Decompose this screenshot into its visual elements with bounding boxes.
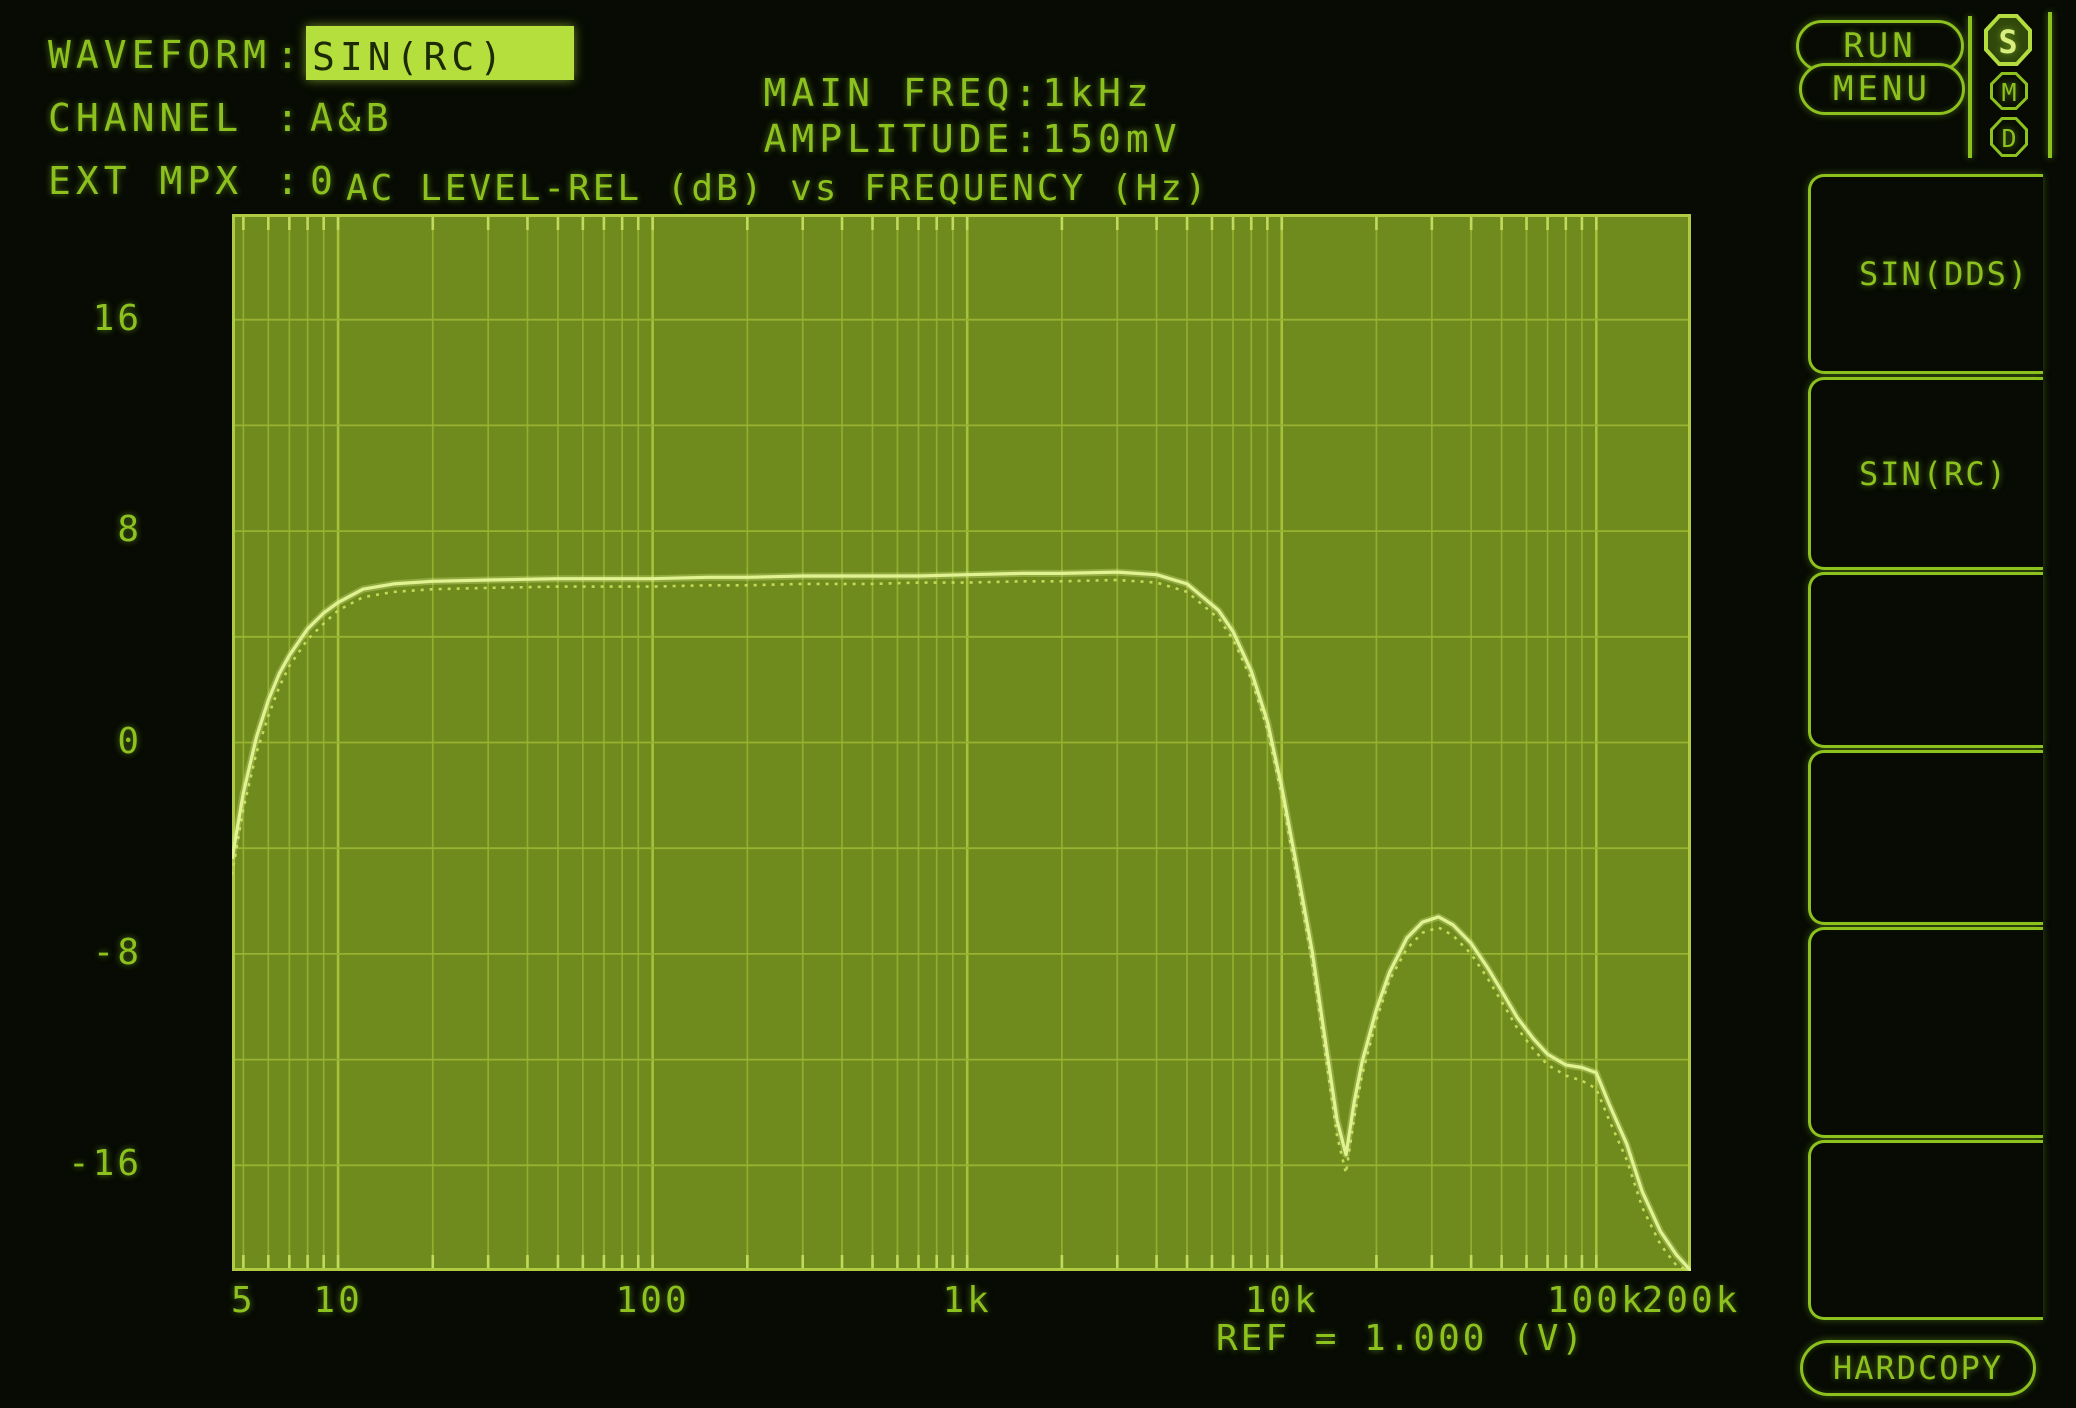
x-tick-label: 10 bbox=[313, 1280, 363, 1321]
header-separator-line bbox=[1968, 16, 1972, 158]
run-button-label: RUN bbox=[1843, 26, 1917, 66]
chart-title: AC LEVEL-REL (dB) vs FREQUENCY (Hz) bbox=[346, 168, 1210, 209]
menu-button-label: MENU bbox=[1833, 69, 1931, 109]
channel-label: CHANNEL bbox=[48, 96, 244, 140]
softkey-label: SIN(RC) bbox=[1859, 454, 2008, 493]
ext-mpx-value[interactable]: 0 bbox=[310, 159, 338, 203]
amplitude-label: AMPLITUDE: bbox=[763, 117, 1043, 161]
indicator-m: M bbox=[2001, 78, 2017, 107]
waveform-value-field[interactable]: SIN(RC) bbox=[306, 26, 574, 80]
menu-button[interactable]: MENU bbox=[1799, 63, 1965, 115]
x-tick-label: 1k bbox=[942, 1280, 992, 1321]
softkey-sin-rc[interactable]: SIN(RC) bbox=[1808, 377, 2043, 570]
softkey-blank-4[interactable] bbox=[1808, 1140, 2043, 1320]
y-tick-label: 8 bbox=[117, 509, 142, 551]
x-tick-label: 5 bbox=[231, 1280, 256, 1321]
y-tick-label: 16 bbox=[92, 297, 142, 339]
indicator-d-badge: D bbox=[1990, 117, 2028, 157]
y-tick-label: -8 bbox=[92, 931, 142, 973]
hardcopy-button[interactable]: HARDCOPY bbox=[1800, 1340, 2036, 1396]
y-tick-label: -16 bbox=[67, 1143, 142, 1185]
ext-mpx-label: EXT MPX bbox=[48, 159, 244, 203]
softkey-blank-1[interactable] bbox=[1808, 572, 2043, 748]
channel-value[interactable]: A&B bbox=[310, 96, 394, 140]
main-freq-value[interactable]: 1kHz bbox=[1042, 71, 1154, 115]
x-tick-label: 100k bbox=[1546, 1280, 1646, 1321]
softkey-sin-dds[interactable]: SIN(DDS) bbox=[1808, 174, 2043, 374]
indicator-s: S bbox=[1998, 23, 2018, 61]
trace-channel-a bbox=[230, 570, 1693, 1273]
amplitude-value[interactable]: 150mV bbox=[1042, 117, 1182, 161]
waveform-separator: : bbox=[276, 33, 304, 77]
x-tick-label: 10k bbox=[1244, 1280, 1319, 1321]
indicator-d: D bbox=[2001, 124, 2017, 153]
sweep-status-badge: S bbox=[1984, 14, 2032, 66]
screen-edge-line bbox=[2048, 12, 2052, 158]
waveform-value: SIN(RC) bbox=[312, 35, 508, 79]
x-tick-label: 100 bbox=[615, 1280, 690, 1321]
x-tick-label: 200k bbox=[1641, 1280, 1741, 1321]
indicator-m-badge: M bbox=[1990, 72, 2028, 110]
frequency-response-plot bbox=[228, 214, 1694, 1274]
waveform-label: WAVEFORM bbox=[48, 33, 272, 77]
y-tick-label: 0 bbox=[117, 720, 142, 762]
hardcopy-button-label: HARDCOPY bbox=[1832, 1349, 2004, 1387]
main-freq-label: MAIN FREQ: bbox=[763, 71, 1043, 115]
softkey-blank-3[interactable] bbox=[1808, 927, 2043, 1138]
reference-readout: REF = 1.000 (V) bbox=[1216, 1318, 1587, 1359]
channel-separator: : bbox=[276, 96, 304, 140]
softkey-blank-2[interactable] bbox=[1808, 750, 2043, 925]
ext-mpx-separator: : bbox=[276, 159, 304, 203]
softkey-label: SIN(DDS) bbox=[1859, 255, 2030, 293]
